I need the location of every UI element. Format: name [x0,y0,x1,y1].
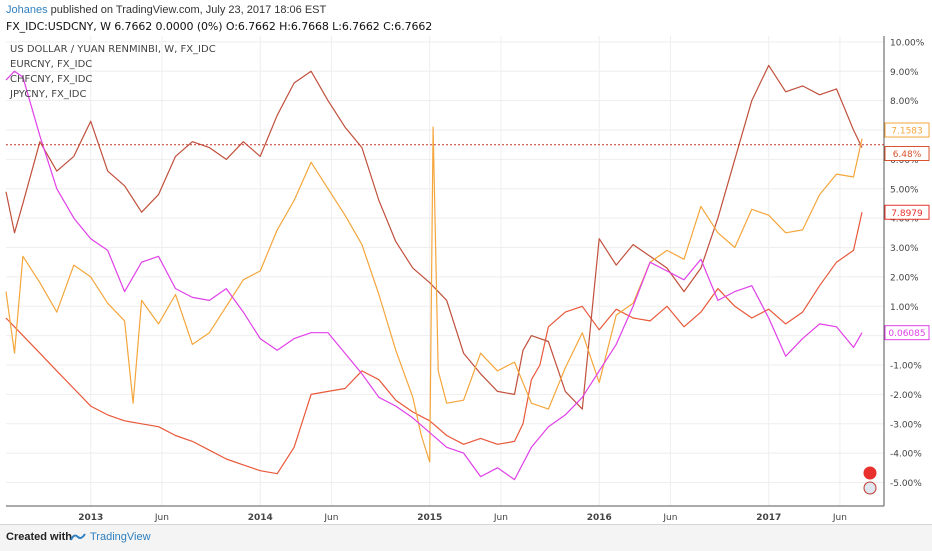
price-label: 0.06085 [888,329,925,339]
y-tick-label: -4.00% [890,450,922,460]
y-tick-label: 2.00% [890,273,919,283]
y-tick-label: 10.00% [890,38,925,48]
y-tick-label: 1.00% [890,303,919,313]
series-line-chfcny[interactable] [5,126,863,463]
quote-line: FX_IDC:USDCNY, W 6.7662 0.0000 (0%) O:6.… [6,20,433,33]
price-label-box [884,146,930,161]
y-tick-label: 5.00% [890,185,919,195]
china-flag-icon[interactable] [862,465,878,481]
tradingview-brand-link[interactable]: TradingView [90,531,151,543]
publish-info: Johanes published on TradingView.com, Ju… [6,4,906,18]
price-label-box [884,325,930,341]
x-tick-label: 2013 [78,513,103,523]
price-label-box [884,122,930,138]
legend: US DOLLAR / YUAN RENMINBI, W, FX_IDC EUR… [10,42,216,102]
y-tick-label: 9.00% [890,68,919,78]
chart-plot[interactable]: 10.00%9.00%8.00%7.00%6.00%5.00%4.00%3.00… [0,36,932,524]
price-label: 6.48% [893,150,922,160]
legend-item-usdcny: US DOLLAR / YUAN RENMINBI, W, FX_IDC [10,44,216,55]
x-tick-label: 2014 [248,513,273,523]
y-tick-label: -3.00% [890,420,922,430]
y-tick-label: -5.00% [890,479,922,489]
y-tick-label: -2.00% [890,391,922,401]
x-tick-label: 2015 [417,513,442,523]
author-link[interactable]: Johanes [6,4,48,16]
y-tick-label: -1.00% [890,362,922,372]
x-tick-label: Jun [662,513,677,523]
us-flag-icon[interactable] [863,481,877,495]
x-tick-label: 2016 [587,513,612,523]
series-line-eurcny[interactable] [5,64,863,410]
x-tick-label: Jun [323,513,338,523]
series-line-jpycny[interactable] [5,70,863,481]
legend-item-jpycny: JPYCNY, FX_IDC [10,89,87,100]
x-tick-label: 2017 [756,513,781,523]
tradingview-logo-icon [70,533,86,541]
x-tick-label: Jun [154,513,169,523]
footer-bar: Created with TradingView [0,524,932,551]
legend-item-chfcny: CHFCNY, FX_IDC [10,74,93,85]
x-tick-label: Jun [832,513,847,523]
legend-item-eurcny: EURCNY, FX_IDC [10,59,93,70]
y-tick-label: 3.00% [890,244,919,254]
x-tick-label: Jun [493,513,508,523]
price-label: 7.1583 [891,127,923,137]
created-with-label: Created with [6,531,73,543]
chart-header: Johanes published on TradingView.com, Ju… [6,4,906,34]
series-line-usdcny[interactable] [5,212,863,475]
price-label: 7.8979 [891,209,923,219]
publish-text: published on TradingView.com, July 23, 2… [50,4,327,16]
price-label-box [884,204,930,220]
y-tick-label: 8.00% [890,97,919,107]
